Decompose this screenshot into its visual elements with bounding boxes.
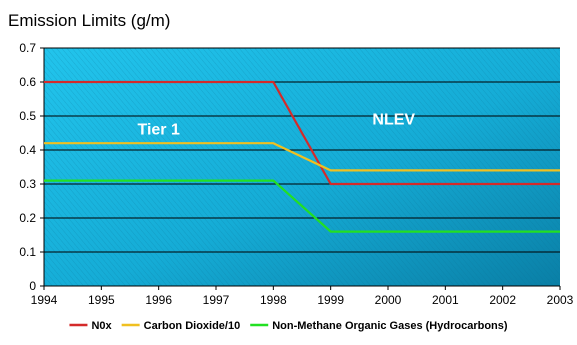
- x-tick-label-8: 2002: [489, 293, 516, 307]
- region-label-1: NLEV: [372, 112, 415, 129]
- legend-label-0: N0x: [91, 320, 112, 332]
- x-tick-label-1: 1995: [88, 293, 115, 307]
- y-tick-label-5: 0.5: [19, 109, 36, 123]
- x-tick-label-4: 1998: [260, 293, 287, 307]
- chart-title: Emission Limits (g/m): [8, 11, 170, 30]
- x-tick-label-0: 1994: [31, 293, 58, 307]
- series-line-2: [44, 179, 560, 233]
- x-tick-label-7: 2001: [432, 293, 459, 307]
- plot-area-hatch: [44, 48, 560, 286]
- x-tick-label-3: 1997: [203, 293, 230, 307]
- region-annotations: Tier 1 NLEV: [137, 112, 415, 139]
- series-lines: [44, 80, 560, 233]
- legend-label-2: Non-Methane Organic Gases (Hydrocarbons): [272, 320, 508, 332]
- region-label-0: Tier 1: [137, 122, 180, 139]
- y-tick-label-3: 0.3: [19, 177, 36, 191]
- x-tick-label-5: 1999: [317, 293, 344, 307]
- gridlines: [44, 47, 560, 253]
- legend-label-1: Carbon Dioxide/10: [144, 320, 241, 332]
- series-line-0: [44, 80, 560, 186]
- legend: N0x Carbon Dioxide/10 Non-Methane Organic …: [69, 320, 508, 332]
- y-tick-label-7: 0.7: [19, 41, 36, 55]
- y-tick-label-4: 0.4: [19, 143, 36, 157]
- x-tick-label-6: 2000: [375, 293, 402, 307]
- series-line-1: [44, 142, 560, 172]
- y-tick-label-2: 0.2: [19, 211, 36, 225]
- y-tick-label-0: 0: [29, 279, 36, 293]
- x-tick-label-2: 1996: [145, 293, 172, 307]
- x-tick-label-9: 2003: [547, 293, 574, 307]
- y-tick-label-6: 0.6: [19, 75, 36, 89]
- axes: 0 0.1 0.2 0.3 0.4 0.5 0.6 0.7 1994 1995 1996 1997 19…: [19, 41, 573, 307]
- y-tick-label-1: 0.1: [19, 245, 36, 259]
